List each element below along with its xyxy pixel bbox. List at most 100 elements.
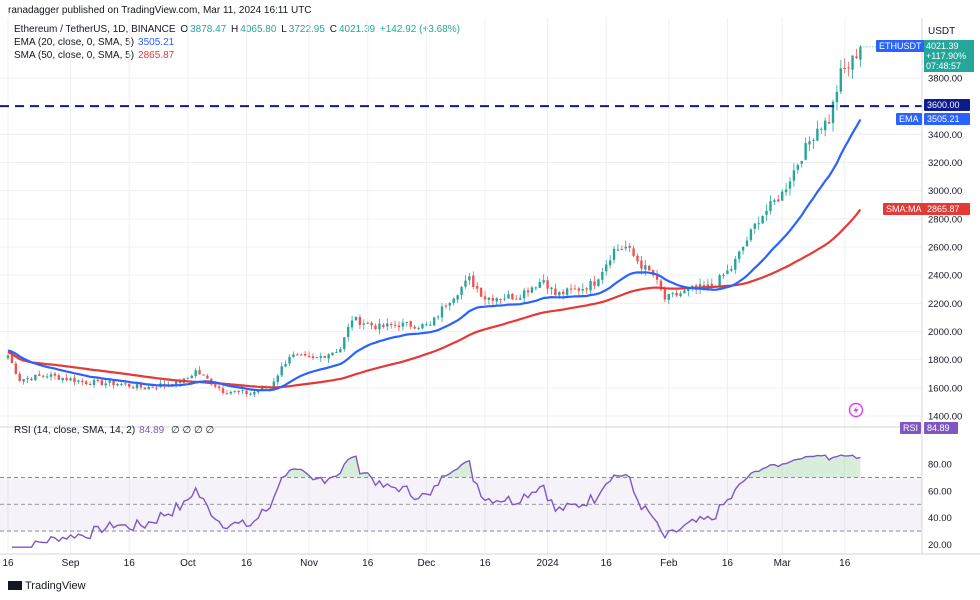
candle-body (456, 295, 459, 300)
candle-body (601, 271, 604, 280)
candle-body (655, 275, 659, 280)
candle-body (749, 229, 753, 241)
lightning-icon[interactable] (848, 402, 864, 418)
candle-body (554, 288, 557, 296)
low-value: 3722.95 (288, 24, 325, 35)
candle-body (667, 294, 670, 300)
x-tick-label: 16 (601, 558, 613, 569)
candle-body (22, 379, 25, 382)
candle-body (194, 370, 197, 377)
candle-body (816, 128, 819, 141)
candle-body (331, 352, 334, 356)
candle-body (679, 293, 682, 297)
candle-body (839, 68, 843, 92)
candle-body (710, 283, 713, 287)
y-tick-label: 2800.00 (928, 214, 962, 225)
candle-body (303, 353, 307, 356)
candle-body (421, 324, 424, 329)
candle-body (311, 356, 315, 359)
candle-body (472, 275, 475, 287)
candle-body (73, 377, 76, 383)
candle-body (307, 355, 311, 357)
candle-body (605, 264, 608, 272)
candle-body (339, 349, 342, 353)
candle-body (671, 293, 674, 295)
candle-body (820, 128, 823, 130)
candle-body (706, 284, 710, 288)
candle-body (104, 383, 107, 386)
candle-body (624, 246, 627, 249)
candle-body (800, 160, 803, 164)
rsi-overbought-fill (11, 455, 861, 478)
rsi-value: 84.89 (139, 425, 165, 436)
candle-body (10, 354, 14, 364)
candle-body (284, 363, 287, 367)
x-tick-label: Sep (62, 558, 80, 569)
candle-body (464, 280, 467, 287)
candle-body (550, 287, 553, 290)
candle-body (675, 292, 678, 296)
candle-body (81, 380, 84, 382)
candle-body (6, 355, 10, 359)
candle-body (245, 390, 248, 395)
candle-body (479, 287, 483, 297)
candle-body (405, 321, 409, 323)
candle-body (151, 386, 154, 388)
candle-body (96, 379, 100, 381)
candle-body (346, 326, 350, 337)
candle-body (362, 323, 366, 325)
ema-legend[interactable]: EMA (20, close, 0, SMA, 5) 3505.21 (14, 37, 174, 48)
candle-body (757, 223, 760, 225)
tradingview-logo-icon (8, 581, 22, 590)
candle-body (53, 373, 57, 376)
candle-body (737, 251, 741, 259)
candle-body (843, 67, 846, 69)
candle-body (34, 374, 37, 381)
candle-body (116, 384, 119, 386)
candle-body (292, 354, 295, 358)
y-tick-label: 1600.00 (928, 383, 962, 394)
candle-body (85, 381, 88, 385)
rsi-y-tick-label: 80.00 (928, 460, 952, 471)
candle-body (476, 286, 479, 289)
candle-body (847, 67, 850, 69)
candle-body (18, 373, 21, 381)
candle-body (784, 189, 788, 193)
candle-body (855, 56, 858, 58)
y-tick-label: 3200.00 (928, 158, 962, 169)
candle-body (253, 392, 256, 395)
candle-body (808, 141, 811, 145)
symbol-title: Ethereum / TetherUS, 1D, BINANCE (14, 24, 176, 35)
candle-body (769, 201, 772, 212)
candle-body (483, 296, 487, 300)
sma-legend[interactable]: SMA (50, close, 0, SMA, 5) 2865.87 (14, 50, 174, 61)
candle-body (804, 143, 807, 160)
candle-body (538, 281, 541, 288)
candle-body (534, 287, 538, 289)
tradingview-footer[interactable]: TradingView (8, 580, 86, 592)
candle-body (683, 290, 686, 294)
symbol-legend[interactable]: Ethereum / TetherUS, 1D, BINANCE O 3878.4… (14, 24, 462, 35)
ema-label: EMA (20, close, 0, SMA, 5) (14, 37, 135, 48)
x-tick-label: 16 (362, 558, 374, 569)
y-tick-label: 1400.00 (928, 412, 962, 423)
candle-body (131, 387, 135, 389)
candle-body (565, 288, 569, 295)
candle-body (120, 383, 123, 385)
rsi-line (11, 454, 861, 548)
candle-body (319, 356, 322, 358)
candle-body (143, 387, 147, 390)
candle-body (135, 383, 139, 389)
candle-body (851, 55, 854, 70)
y-tick-label: 2000.00 (928, 327, 962, 338)
rsi-legend[interactable]: RSI (14, close, SMA, 14, 2) 84.89 ∅ ∅ ∅ ∅ (14, 425, 214, 436)
ema-value: 3505.21 (138, 37, 175, 48)
candle-body (788, 181, 792, 189)
candle-body (730, 269, 733, 271)
candle-body (425, 324, 428, 326)
candle-body (698, 284, 702, 289)
candle-body (374, 325, 377, 330)
candle-body (393, 324, 397, 326)
candle-body (214, 384, 217, 387)
